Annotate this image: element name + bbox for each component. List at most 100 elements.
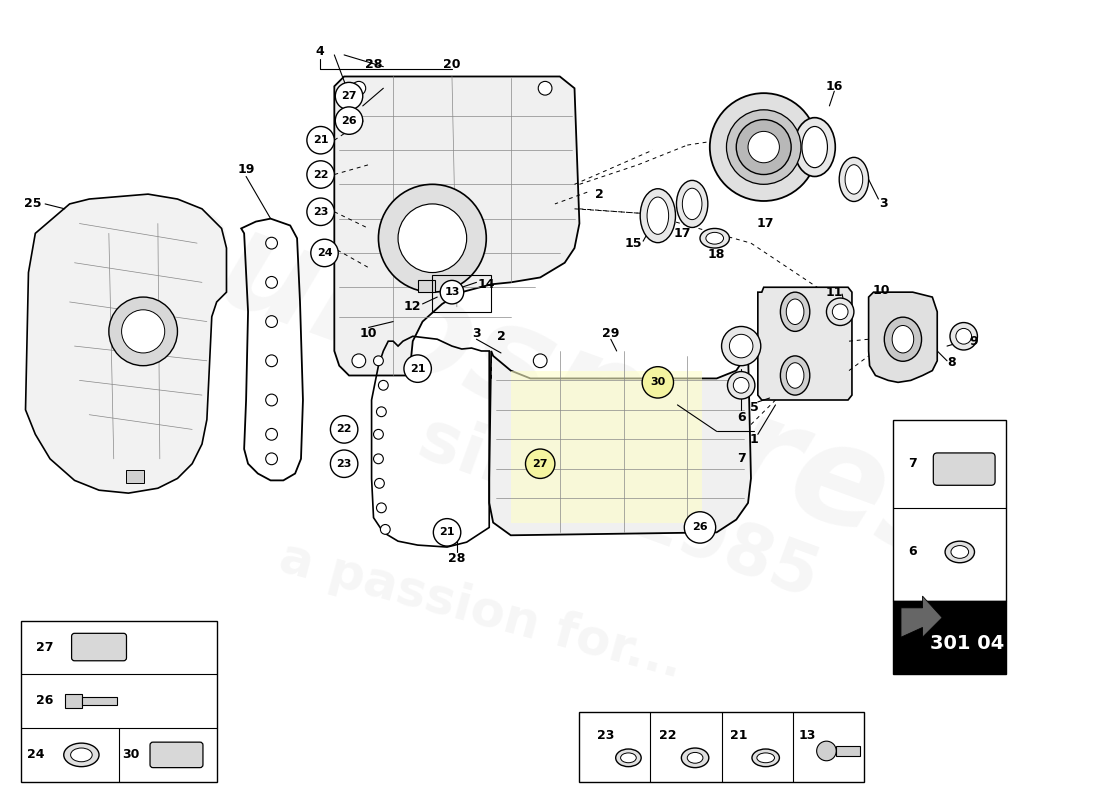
Circle shape bbox=[534, 354, 547, 368]
Text: 22: 22 bbox=[312, 170, 328, 179]
Text: 23: 23 bbox=[337, 458, 352, 469]
Circle shape bbox=[266, 238, 277, 249]
Ellipse shape bbox=[676, 181, 707, 227]
Text: 7: 7 bbox=[737, 452, 746, 466]
Text: 18: 18 bbox=[708, 249, 725, 262]
Bar bbox=[432, 274, 492, 312]
Circle shape bbox=[374, 478, 384, 488]
Ellipse shape bbox=[945, 541, 975, 562]
FancyBboxPatch shape bbox=[72, 634, 126, 661]
Ellipse shape bbox=[681, 748, 708, 768]
Circle shape bbox=[722, 326, 761, 366]
Text: 28: 28 bbox=[365, 58, 382, 71]
Circle shape bbox=[538, 82, 552, 95]
Ellipse shape bbox=[620, 753, 636, 762]
Bar bbox=[21, 621, 217, 782]
Bar bbox=[580, 712, 864, 782]
Text: 22: 22 bbox=[659, 729, 676, 742]
Circle shape bbox=[526, 449, 554, 478]
Text: 26: 26 bbox=[36, 694, 54, 707]
Ellipse shape bbox=[884, 317, 922, 362]
Ellipse shape bbox=[839, 158, 869, 202]
Text: a passion for...: a passion for... bbox=[274, 534, 689, 688]
Ellipse shape bbox=[682, 188, 702, 220]
Text: 20: 20 bbox=[443, 58, 461, 71]
Circle shape bbox=[642, 366, 673, 398]
Text: 21: 21 bbox=[730, 729, 748, 742]
Ellipse shape bbox=[757, 753, 774, 762]
Circle shape bbox=[352, 354, 365, 368]
Text: 30: 30 bbox=[650, 378, 666, 387]
Circle shape bbox=[374, 454, 383, 464]
Polygon shape bbox=[901, 596, 942, 638]
Text: 29: 29 bbox=[602, 327, 619, 340]
Text: 7: 7 bbox=[909, 458, 917, 470]
Text: 23: 23 bbox=[312, 206, 328, 217]
Text: 24: 24 bbox=[317, 248, 332, 258]
Polygon shape bbox=[869, 292, 937, 382]
Text: 10: 10 bbox=[360, 327, 377, 340]
Ellipse shape bbox=[688, 753, 703, 763]
Circle shape bbox=[376, 503, 386, 513]
Text: 15: 15 bbox=[625, 237, 642, 250]
Ellipse shape bbox=[616, 749, 641, 766]
Text: 4: 4 bbox=[316, 46, 324, 58]
Ellipse shape bbox=[786, 362, 804, 388]
Text: 21: 21 bbox=[410, 364, 426, 374]
Ellipse shape bbox=[70, 748, 92, 762]
Circle shape bbox=[381, 525, 390, 534]
Circle shape bbox=[378, 380, 388, 390]
Text: 16: 16 bbox=[826, 80, 843, 93]
Text: 3: 3 bbox=[879, 198, 888, 210]
Text: 26: 26 bbox=[692, 522, 707, 533]
Circle shape bbox=[122, 310, 165, 353]
Text: 6: 6 bbox=[737, 411, 746, 424]
Bar bbox=[510, 370, 702, 522]
Circle shape bbox=[816, 741, 836, 761]
Text: since 1985: since 1985 bbox=[409, 404, 828, 611]
Text: 13: 13 bbox=[799, 729, 815, 742]
Ellipse shape bbox=[845, 165, 862, 194]
Circle shape bbox=[330, 450, 358, 478]
Text: 8: 8 bbox=[947, 356, 956, 370]
Circle shape bbox=[266, 429, 277, 440]
Circle shape bbox=[440, 280, 464, 304]
Circle shape bbox=[266, 355, 277, 366]
Circle shape bbox=[956, 329, 971, 344]
Text: 5: 5 bbox=[749, 402, 758, 414]
Bar bbox=[418, 280, 436, 292]
Circle shape bbox=[727, 371, 755, 399]
Circle shape bbox=[404, 355, 431, 382]
Text: 27: 27 bbox=[36, 641, 54, 654]
Text: 11: 11 bbox=[826, 286, 843, 298]
Text: 28: 28 bbox=[448, 552, 465, 566]
Circle shape bbox=[266, 277, 277, 288]
Text: 12: 12 bbox=[404, 300, 421, 314]
Ellipse shape bbox=[700, 229, 729, 248]
Ellipse shape bbox=[786, 299, 804, 325]
Circle shape bbox=[684, 512, 716, 543]
Circle shape bbox=[950, 322, 978, 350]
Text: 3: 3 bbox=[472, 327, 481, 340]
Circle shape bbox=[330, 416, 358, 443]
Circle shape bbox=[311, 239, 338, 266]
Circle shape bbox=[266, 394, 277, 406]
Text: 30: 30 bbox=[122, 748, 139, 762]
Circle shape bbox=[376, 407, 386, 417]
Circle shape bbox=[336, 82, 363, 110]
Circle shape bbox=[374, 356, 383, 366]
Text: 22: 22 bbox=[337, 425, 352, 434]
Circle shape bbox=[833, 304, 848, 320]
Circle shape bbox=[109, 297, 177, 366]
Text: 1: 1 bbox=[749, 433, 758, 446]
FancyBboxPatch shape bbox=[65, 694, 82, 708]
Text: 17: 17 bbox=[757, 217, 774, 230]
Text: 9: 9 bbox=[969, 334, 978, 348]
Ellipse shape bbox=[640, 189, 675, 242]
Text: 13: 13 bbox=[444, 287, 460, 297]
Circle shape bbox=[736, 120, 791, 174]
Polygon shape bbox=[490, 351, 751, 535]
Ellipse shape bbox=[802, 126, 827, 168]
Ellipse shape bbox=[952, 546, 969, 558]
Text: 23: 23 bbox=[597, 729, 615, 742]
